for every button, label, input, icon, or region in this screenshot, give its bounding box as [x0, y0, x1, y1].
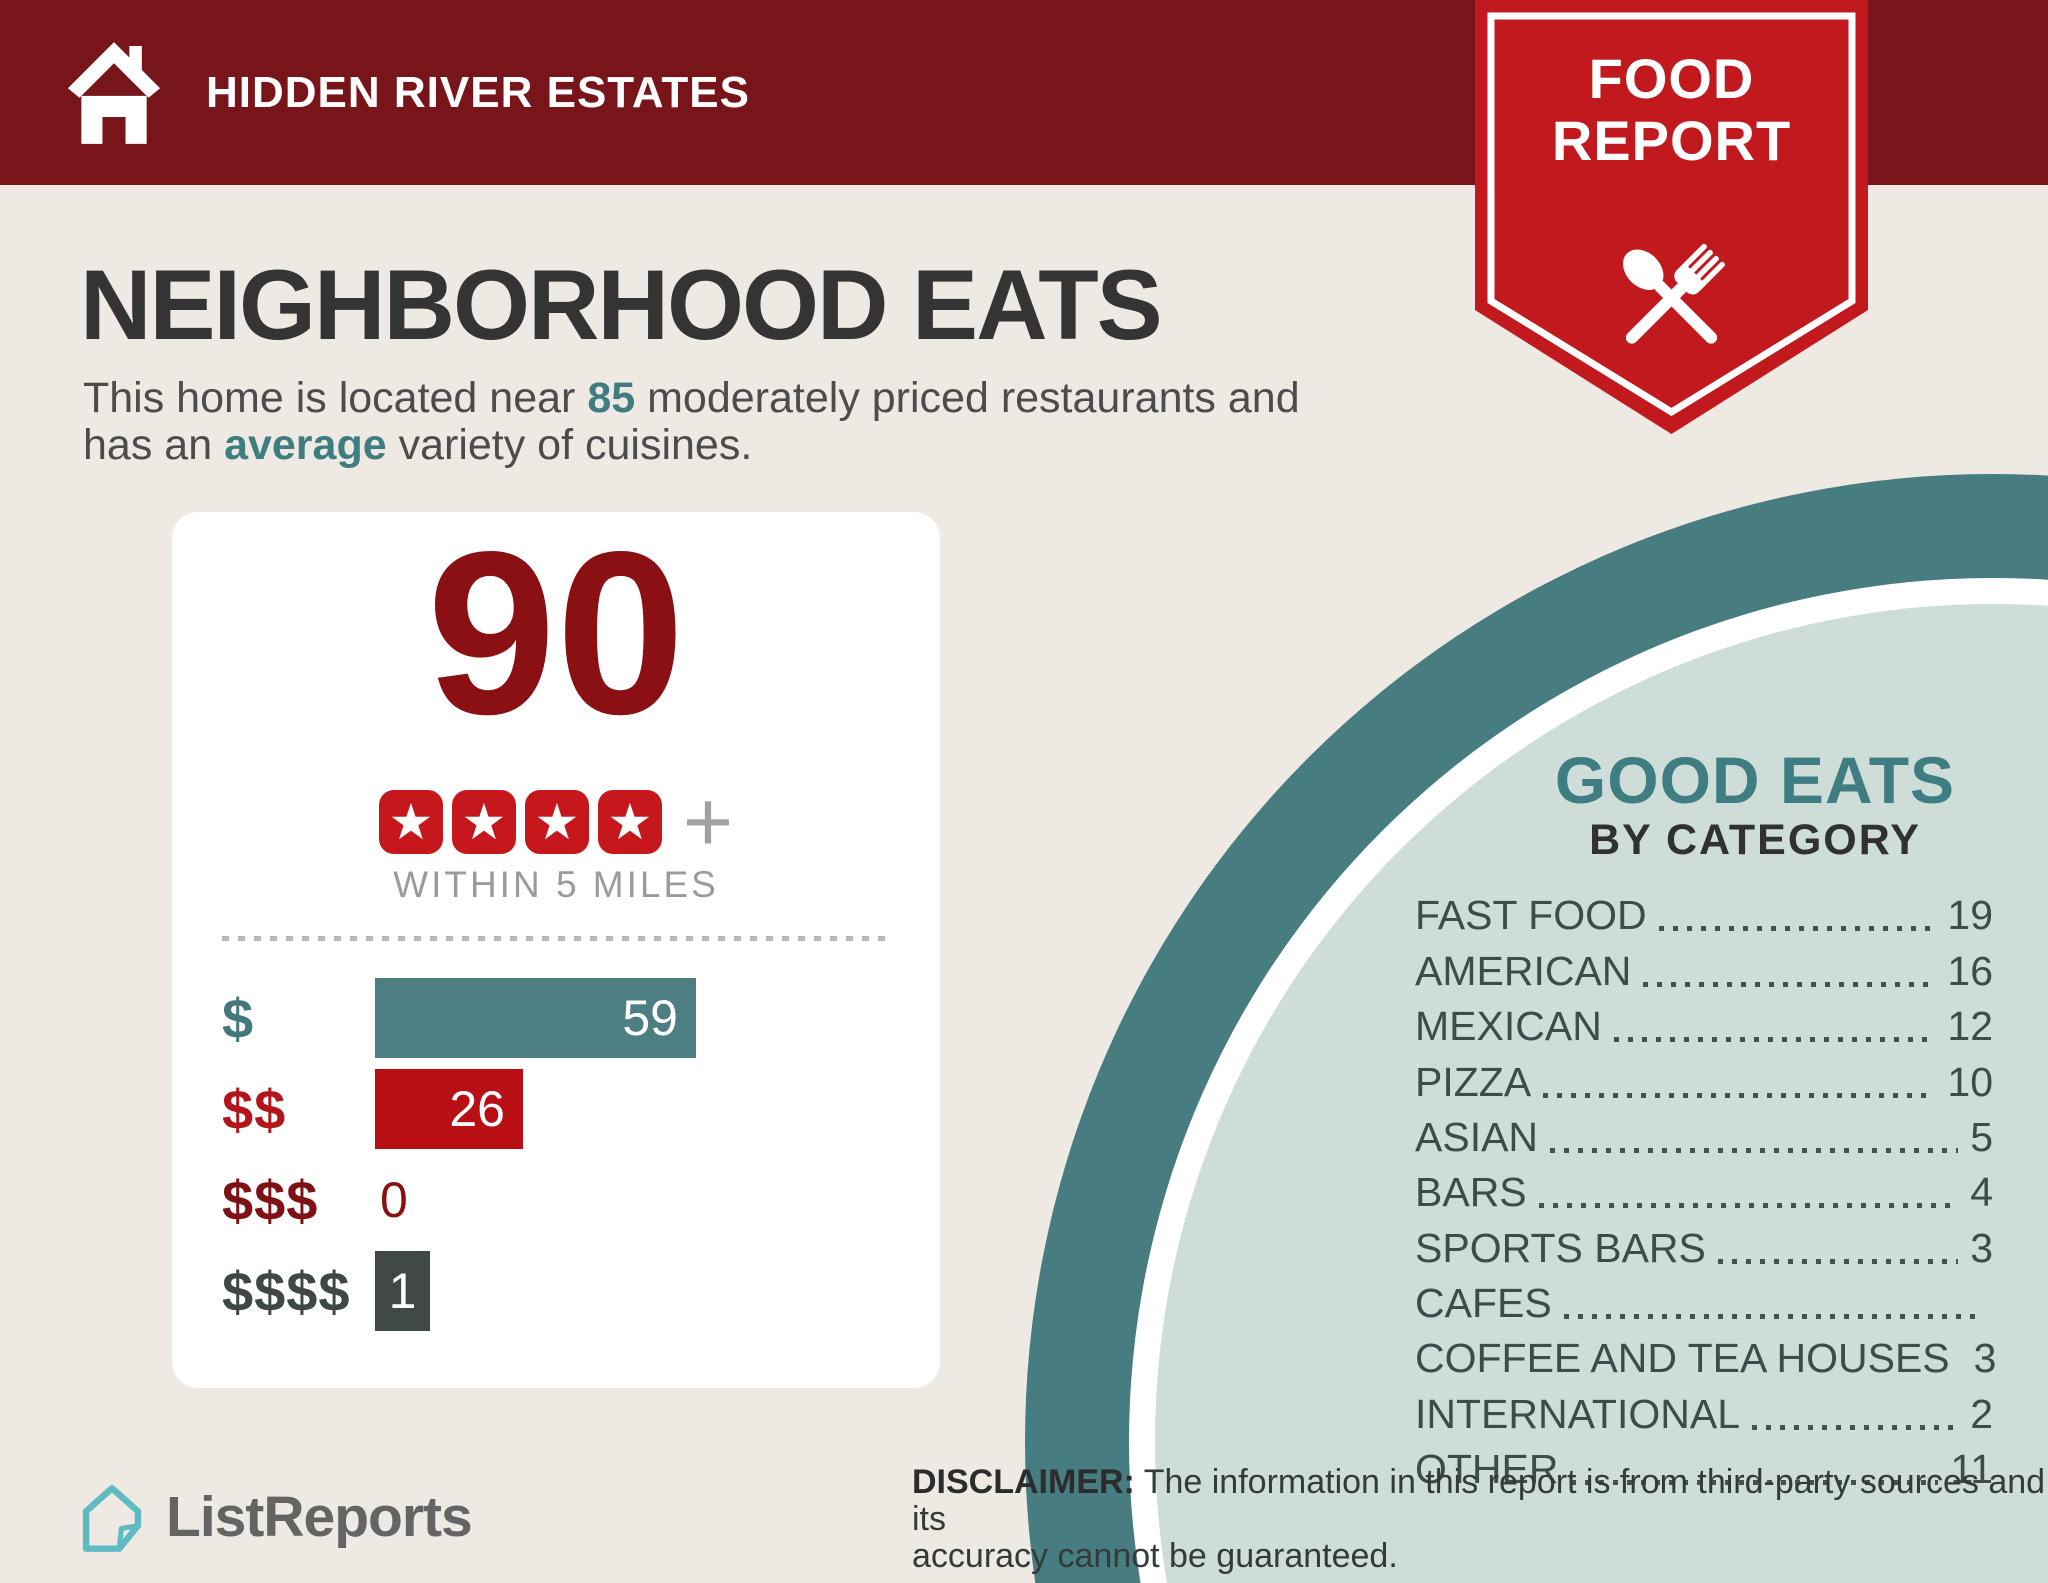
star-icon: ★	[597, 790, 662, 854]
dotted-leader	[1563, 1314, 1981, 1320]
disclaimer-line1: DISCLAIMER: The information in this repo…	[912, 1464, 2048, 1538]
disclaimer-line2: accuracy cannot be guaranteed.	[912, 1537, 1398, 1575]
star-icon: ★	[524, 790, 589, 854]
disclaimer: DISCLAIMER: The information in this repo…	[912, 1464, 2048, 1575]
badge-ribbon-shape	[1475, 0, 1868, 434]
food-report-badge: FOOD REPORT	[1475, 0, 1868, 434]
price-bar: 26	[375, 1069, 523, 1149]
category-value: 3	[1970, 1224, 1993, 1271]
category-label: AMERICAN	[1415, 947, 1632, 994]
dotted-leader	[1613, 1037, 1936, 1043]
star-rating: ★ ★ ★ ★ +	[172, 774, 940, 870]
variety-highlight: average	[224, 421, 387, 469]
listreports-logo: ListReports	[76, 1478, 473, 1556]
price-row-3: $$$ 0	[222, 1160, 890, 1240]
dotted-leader	[1752, 1424, 1959, 1430]
price-bar-value: 0	[380, 1172, 408, 1228]
intro-text: has an	[83, 421, 225, 469]
listreports-house-icon	[82, 1484, 142, 1552]
intro-text: This home is located near	[83, 374, 588, 422]
category-label: MEXICAN	[1415, 1003, 1602, 1050]
price-bar-value: 1	[388, 1263, 417, 1319]
price-bar: 59	[375, 978, 696, 1058]
category-label: FAST FOOD	[1415, 892, 1647, 939]
category-label: INTERNATIONAL	[1415, 1390, 1740, 1437]
category-row: INTERNATIONAL 2	[1415, 1381, 1993, 1436]
good-eats-subtitle: BY CATEGORY	[1589, 816, 1921, 864]
home-icon	[67, 41, 161, 144]
restaurant-score: 90	[426, 504, 686, 763]
category-value: 3	[1973, 1335, 1997, 1382]
category-value: 19	[1947, 892, 1993, 939]
plus-icon: +	[682, 774, 734, 870]
intro-line1: This home is located near 85 moderately …	[83, 375, 1300, 422]
category-list: FAST FOOD 19 AMERICAN 16 MEXICAN 12 PIZZA 10…	[1415, 882, 1996, 1491]
category-label: OTHER	[1415, 1446, 1559, 1493]
category-value: 11	[1950, 1446, 1993, 1493]
dashed-divider	[222, 936, 890, 941]
price-bar-value: 59	[622, 990, 678, 1046]
price-row-4: $$$$ 1	[222, 1251, 890, 1331]
category-row: PIZZA 10	[1415, 1048, 1993, 1103]
price-bar-value: 26	[449, 1081, 505, 1137]
intro-text: variety of cuisines.	[386, 421, 753, 469]
category-value: 4	[1970, 1169, 1993, 1216]
intro-paragraph: This home is located near 85 moderately …	[83, 375, 1300, 469]
badge-title: FOOD REPORT	[1475, 48, 1868, 172]
price-tier-label: $$$	[222, 1168, 319, 1232]
dotted-leader	[1717, 1258, 1959, 1264]
price-tier-label: $	[222, 986, 255, 1050]
category-value: 10	[1947, 1058, 1993, 1105]
category-label: SPORTS BARS	[1415, 1224, 1706, 1271]
category-label: CAFES	[1415, 1280, 1552, 1327]
dotted-leader	[1643, 981, 1936, 987]
restaurant-count-highlight: 85	[587, 374, 636, 422]
category-row: COFFEE AND TEA HOUSES 3	[1415, 1325, 1996, 1382]
restaurant-score-card: 90 ★ ★ ★ ★ + WITHIN 5 MILES $ 59 $$ 26 $…	[172, 512, 940, 1388]
price-bar: 1	[375, 1251, 430, 1331]
dotted-leader	[1550, 1147, 1959, 1153]
badge-line2: REPORT	[1551, 109, 1792, 172]
category-value: 16	[1947, 947, 1993, 994]
price-bar-chart: $ 59 $$ 26 $$$ 0 $$$$ 1	[222, 978, 890, 1342]
category-row: CAFES	[1415, 1270, 1993, 1325]
category-value: 5	[1970, 1113, 1993, 1160]
category-label: PIZZA	[1415, 1058, 1532, 1105]
category-row: FAST FOOD 19	[1415, 882, 1993, 937]
category-label: BARS	[1415, 1169, 1527, 1216]
star-icon: ★	[451, 790, 516, 854]
badge-line1: FOOD	[1588, 47, 1755, 110]
category-row: SPORTS BARS 3	[1415, 1214, 1993, 1269]
spoon-fork-icon	[1622, 243, 1725, 344]
category-value: 12	[1947, 1003, 1993, 1050]
radius-label: WITHIN 5 MILES	[393, 864, 719, 905]
price-row-2: $$ 26	[222, 1069, 890, 1149]
category-row: ASIAN 5	[1415, 1104, 1993, 1159]
disclaimer-label: DISCLAIMER:	[912, 1463, 1135, 1501]
page-title: NEIGHBORHOOD EATS	[80, 249, 1163, 360]
price-tier-label: $$$$	[222, 1259, 351, 1323]
price-tier-label: $$	[222, 1077, 287, 1141]
intro-text: moderately priced restaurants and	[635, 374, 1300, 422]
disclaimer-text: The information in this report is from t…	[912, 1463, 2046, 1538]
neighborhood-name: HIDDEN RIVER ESTATES	[206, 67, 750, 117]
dotted-leader	[1658, 926, 1936, 932]
category-row: BARS 4	[1415, 1159, 1993, 1214]
good-eats-title: GOOD EATS	[1554, 743, 1956, 817]
intro-line2: has an average variety of cuisines.	[83, 422, 1300, 469]
category-row: MEXICAN 12	[1415, 993, 1993, 1048]
dotted-leader	[1570, 1480, 1939, 1486]
dotted-leader	[1543, 1092, 1936, 1098]
category-label: COFFEE AND TEA HOUSES	[1415, 1335, 1950, 1382]
star-icon: ★	[378, 790, 443, 854]
category-row: OTHER 11	[1415, 1436, 1993, 1491]
category-label: ASIAN	[1415, 1113, 1539, 1160]
brand-name: ListReports	[166, 1485, 473, 1549]
category-row: AMERICAN 16	[1415, 937, 1993, 992]
dotted-leader	[1538, 1203, 1959, 1209]
price-row-1: $ 59	[222, 978, 890, 1058]
category-value: 2	[1970, 1390, 1993, 1437]
